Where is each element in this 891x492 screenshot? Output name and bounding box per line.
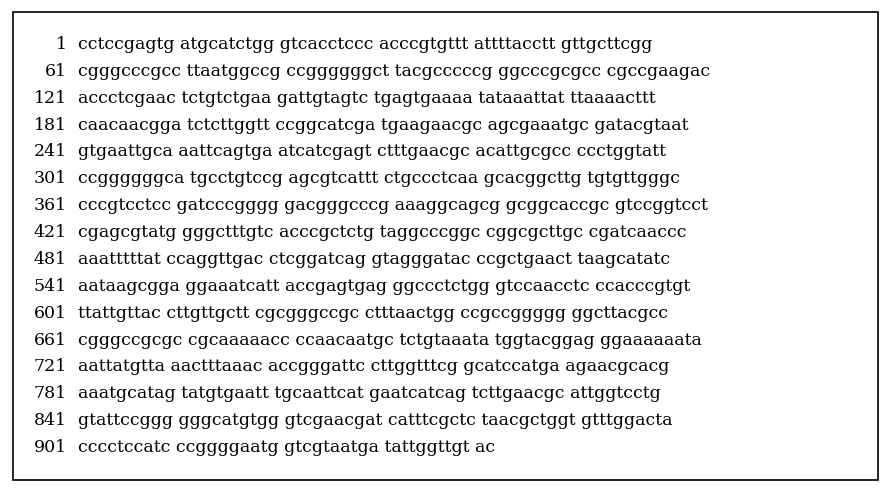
Text: aaatttttat ccaggttgac ctcggatcag gtagggatac ccgctgaact taagcatatc: aaatttttat ccaggttgac ctcggatcag gtaggga… (78, 251, 670, 268)
Text: 721: 721 (34, 359, 67, 375)
Text: 841: 841 (34, 412, 67, 429)
Text: 121: 121 (34, 90, 67, 107)
Text: 421: 421 (34, 224, 67, 241)
Text: ttattgttac cttgttgctt cgcgggccgc ctttaactgg ccgccggggg ggcttacgcc: ttattgttac cttgttgctt cgcgggccgc ctttaac… (78, 305, 668, 322)
Text: 181: 181 (34, 117, 67, 133)
Text: aataagcgga ggaaatcatt accgagtgag ggccctctgg gtccaacctc ccacccgtgt: aataagcgga ggaaatcatt accgagtgag ggccctc… (78, 278, 691, 295)
Text: cccctccatc ccggggaatg gtcgtaatga tattggttgt ac: cccctccatc ccggggaatg gtcgtaatga tattggt… (78, 439, 495, 456)
Text: 541: 541 (34, 278, 67, 295)
Text: 601: 601 (34, 305, 67, 322)
Text: gtattccggg gggcatgtgg gtcgaacgat catttcgctc taacgctggt gtttggacta: gtattccggg gggcatgtgg gtcgaacgat catttcg… (78, 412, 673, 429)
Text: aaatgcatag tatgtgaatt tgcaattcat gaatcatcag tcttgaacgc attggtcctg: aaatgcatag tatgtgaatt tgcaattcat gaatcat… (78, 385, 661, 402)
Text: 241: 241 (34, 144, 67, 160)
Text: 901: 901 (34, 439, 67, 456)
Text: cccgtcctcc gatcccgggg gacgggcccg aaaggcagcg gcggcaccgc gtccggtcct: cccgtcctcc gatcccgggg gacgggcccg aaaggca… (78, 197, 708, 214)
Text: 781: 781 (34, 385, 67, 402)
Text: 1: 1 (56, 36, 67, 53)
Text: caacaacgga tctcttggtt ccggcatcga tgaagaacgc agcgaaatgc gatacgtaat: caacaacgga tctcttggtt ccggcatcga tgaagaa… (78, 117, 689, 133)
Text: 481: 481 (34, 251, 67, 268)
Text: cgggccgcgc cgcaaaaacc ccaacaatgc tctgtaaata tggtacggag ggaaaaaata: cgggccgcgc cgcaaaaacc ccaacaatgc tctgtaa… (78, 332, 702, 348)
Text: cgggcccgcc ttaatggccg ccggggggct tacgcccccg ggcccgcgcc cgccgaagac: cgggcccgcc ttaatggccg ccggggggct tacgccc… (78, 63, 710, 80)
Text: 61: 61 (45, 63, 67, 80)
Text: ccggggggca tgcctgtccg agcgtcattt ctgccctcaa gcacggcttg tgtgttgggc: ccggggggca tgcctgtccg agcgtcattt ctgccct… (78, 170, 680, 187)
Text: 301: 301 (34, 170, 67, 187)
Text: cctccgagtg atgcatctgg gtcacctccc acccgtgttt attttacctt gttgcttcgg: cctccgagtg atgcatctgg gtcacctccc acccgtg… (78, 36, 652, 53)
Text: accctcgaac tctgtctgaa gattgtagtc tgagtgaaaa tataaattat ttaaaacttt: accctcgaac tctgtctgaa gattgtagtc tgagtga… (78, 90, 656, 107)
Text: 361: 361 (34, 197, 67, 214)
Text: gtgaattgca aattcagtga atcatcgagt ctttgaacgc acattgcgcc ccctggtatt: gtgaattgca aattcagtga atcatcgagt ctttgaa… (78, 144, 666, 160)
Text: aattatgtta aactttaaac accgggattc cttggtttcg gcatccatga agaacgcacg: aattatgtta aactttaaac accgggattc cttggtt… (78, 359, 669, 375)
Text: 661: 661 (34, 332, 67, 348)
Text: cgagcgtatg gggctttgtc acccgctctg taggcccggc cggcgcttgc cgatcaaccc: cgagcgtatg gggctttgtc acccgctctg taggccc… (78, 224, 687, 241)
